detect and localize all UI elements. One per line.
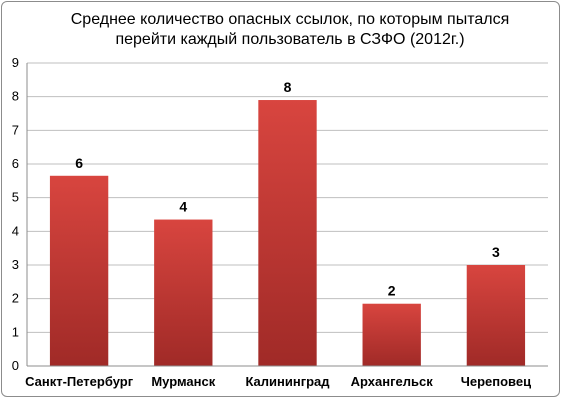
bar <box>258 100 317 367</box>
data-label: 6 <box>75 155 83 171</box>
y-tick-label: 8 <box>12 89 19 104</box>
y-tick-label: 4 <box>12 223 19 238</box>
y-tick-label: 6 <box>12 156 19 171</box>
x-tick-label: Санкт-Петербург <box>25 374 134 389</box>
chart-title: Среднее количество опасных ссылок, по ко… <box>30 10 550 50</box>
bar <box>362 303 421 366</box>
y-tick-label: 9 <box>12 55 19 70</box>
data-label: 4 <box>179 199 187 215</box>
data-label: 8 <box>284 79 292 95</box>
x-tick-label: Мурманск <box>151 374 215 389</box>
bar <box>49 175 109 366</box>
y-tick-label: 5 <box>12 190 19 205</box>
chart-title-line-1: Среднее количество опасных ссылок, по ко… <box>70 11 510 28</box>
bars <box>49 100 526 367</box>
x-tick-label: Архангельск <box>351 374 434 389</box>
bar <box>154 219 213 366</box>
x-tick-label: Череповец <box>461 374 531 389</box>
axes <box>26 63 548 367</box>
y-tick-label: 7 <box>12 122 19 137</box>
labels: 0 1 2 3 4 5 6 7 8 9 6 Санкт-Петербург 4 Мурманск 8 Кали… <box>12 55 531 389</box>
y-tick-label: 3 <box>12 257 19 272</box>
x-tick-label: Калининград <box>245 374 330 389</box>
y-tick-label: 2 <box>12 291 19 306</box>
data-label: 3 <box>492 244 500 260</box>
chart-title-line-2: перейти каждый пользователь в СЗФО (2012… <box>115 31 465 48</box>
data-label: 2 <box>388 283 396 299</box>
bar <box>466 265 526 366</box>
y-tick-label: 1 <box>12 324 19 339</box>
y-tick-label: 0 <box>12 358 19 373</box>
